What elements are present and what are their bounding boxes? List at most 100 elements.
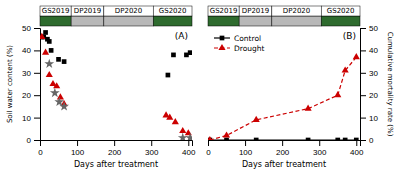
x-tick-mark xyxy=(319,140,320,146)
point xyxy=(179,127,186,133)
season-band xyxy=(153,16,192,26)
season-band xyxy=(104,16,153,26)
panel: 010020030040001020304050Days after treat… xyxy=(6,6,196,169)
season-label-box xyxy=(40,6,71,16)
x-axis-line xyxy=(41,141,193,147)
x-tick-mark xyxy=(208,140,209,146)
y-tick: 0 xyxy=(27,136,40,145)
y-axis: 01020304050 xyxy=(22,24,40,145)
point xyxy=(54,97,64,106)
point xyxy=(57,93,64,99)
point xyxy=(42,49,49,55)
y-tick: 40 xyxy=(360,46,378,55)
x-tick-mark xyxy=(77,140,78,146)
x-tick: 300 xyxy=(145,140,159,157)
y-tick: 30 xyxy=(22,69,40,78)
x-tick-label: 300 xyxy=(145,148,159,157)
x-tick: 200 xyxy=(276,140,290,157)
y-tick-label: 0 xyxy=(27,136,32,145)
point xyxy=(354,138,359,140)
y-tick-mark xyxy=(360,118,366,119)
y-tick-label: 0 xyxy=(369,136,374,145)
x-tick-mark xyxy=(114,140,115,146)
y-axis-title: Cumulative mortality rate (%) xyxy=(386,32,394,137)
point xyxy=(343,138,348,140)
y-tick: 0 xyxy=(360,136,374,145)
x-axis-title: Days after treatment xyxy=(242,160,326,169)
point xyxy=(44,59,54,68)
y-tick-mark xyxy=(34,50,40,51)
season-label: DP2019 xyxy=(242,7,269,15)
season-label-box xyxy=(208,6,239,16)
season-label-box xyxy=(239,6,272,16)
point xyxy=(166,73,171,78)
x-tick-mark xyxy=(245,140,246,146)
point xyxy=(223,131,230,137)
y-tick: 10 xyxy=(22,114,40,123)
x-tick-mark xyxy=(188,140,189,146)
y-tick-label: 30 xyxy=(369,69,378,78)
x-tick: 100 xyxy=(239,140,253,157)
point xyxy=(342,66,349,72)
x-tick: 100 xyxy=(71,140,85,157)
legend-symbol xyxy=(220,36,225,41)
y-tick-label: 10 xyxy=(369,114,378,123)
point xyxy=(253,116,260,122)
panel: 010020030040001020304050Days after treat… xyxy=(206,6,394,169)
season-band xyxy=(71,16,104,26)
season-label-box xyxy=(272,6,321,16)
x-tick: 400 xyxy=(350,140,364,157)
season-label-box xyxy=(104,6,153,16)
x-tick: 300 xyxy=(313,140,327,157)
point xyxy=(353,53,360,59)
x-tick-label: 0 xyxy=(206,148,211,157)
point xyxy=(43,30,48,35)
legend-item: Drought xyxy=(214,44,265,53)
season-label: DP2020 xyxy=(115,7,142,15)
point xyxy=(185,129,192,135)
season-band xyxy=(321,16,360,26)
season-band xyxy=(272,16,321,26)
point xyxy=(185,133,192,140)
y-tick: 10 xyxy=(360,114,378,123)
legend-symbol xyxy=(218,44,225,50)
y-tick-mark xyxy=(34,118,40,119)
y-tick-label: 30 xyxy=(22,69,31,78)
point xyxy=(335,138,340,140)
season-band xyxy=(239,16,272,26)
x-tick-label: 200 xyxy=(276,148,290,157)
season-label: GS2020 xyxy=(327,7,355,15)
y-tick-label: 10 xyxy=(22,114,31,123)
y-tick-mark xyxy=(34,73,40,74)
point xyxy=(254,138,259,140)
season-band xyxy=(208,16,239,26)
x-tick-label: 200 xyxy=(108,148,122,157)
y-tick-label: 20 xyxy=(22,91,31,100)
y-axis-title: Soil water content (%) xyxy=(6,45,14,123)
y-tick-mark xyxy=(34,95,40,96)
season-label: GS2019 xyxy=(210,7,238,15)
y-tick-label: 40 xyxy=(369,46,378,55)
y-tick-mark xyxy=(34,140,40,141)
x-axis: 0 100 200 300 400 xyxy=(206,140,364,157)
legend-label: Control xyxy=(234,34,261,43)
season-label-box xyxy=(71,6,104,16)
x-tick: 200 xyxy=(108,140,122,157)
point xyxy=(49,48,54,53)
x-tick-label: 0 xyxy=(38,148,43,157)
y-tick-mark xyxy=(360,50,366,51)
point xyxy=(40,33,45,39)
y-tick: 20 xyxy=(22,91,40,100)
point xyxy=(172,118,179,124)
series-line xyxy=(210,57,356,140)
panel-label: (B) xyxy=(343,31,356,41)
point xyxy=(62,59,67,64)
y-tick: 50 xyxy=(360,24,378,33)
y-axis-line xyxy=(34,29,41,141)
x-tick-label: 300 xyxy=(313,148,327,157)
x-tick-mark xyxy=(151,140,152,146)
season-label: DP2020 xyxy=(283,7,310,15)
x-tick-mark xyxy=(282,140,283,146)
panel-label: (A) xyxy=(175,31,188,41)
y-tick-mark xyxy=(360,95,366,96)
